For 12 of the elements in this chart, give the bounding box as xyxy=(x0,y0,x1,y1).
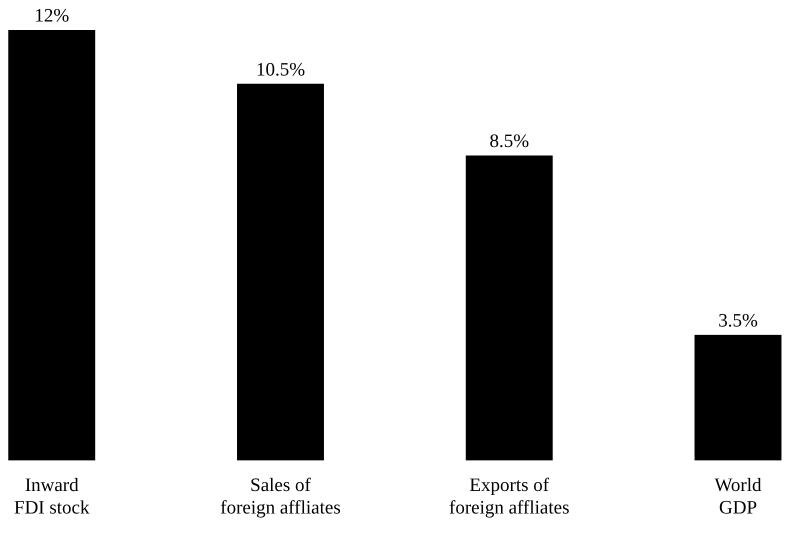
data-label: 3.5% xyxy=(718,310,758,332)
data-label: 10.5% xyxy=(256,59,306,80)
bar xyxy=(237,84,324,460)
x-tick-label: Exports of foreign affliates xyxy=(449,474,570,519)
x-tick-label: Sales of foreign affliates xyxy=(220,474,341,519)
x-tick-label: World GDP xyxy=(714,474,762,519)
bar xyxy=(8,30,96,460)
bar xyxy=(466,156,553,460)
bar xyxy=(694,334,782,460)
x-tick-label: Inward FDI stock xyxy=(14,474,90,519)
data-label: 12% xyxy=(34,5,70,26)
data-label: 8.5% xyxy=(489,131,530,152)
